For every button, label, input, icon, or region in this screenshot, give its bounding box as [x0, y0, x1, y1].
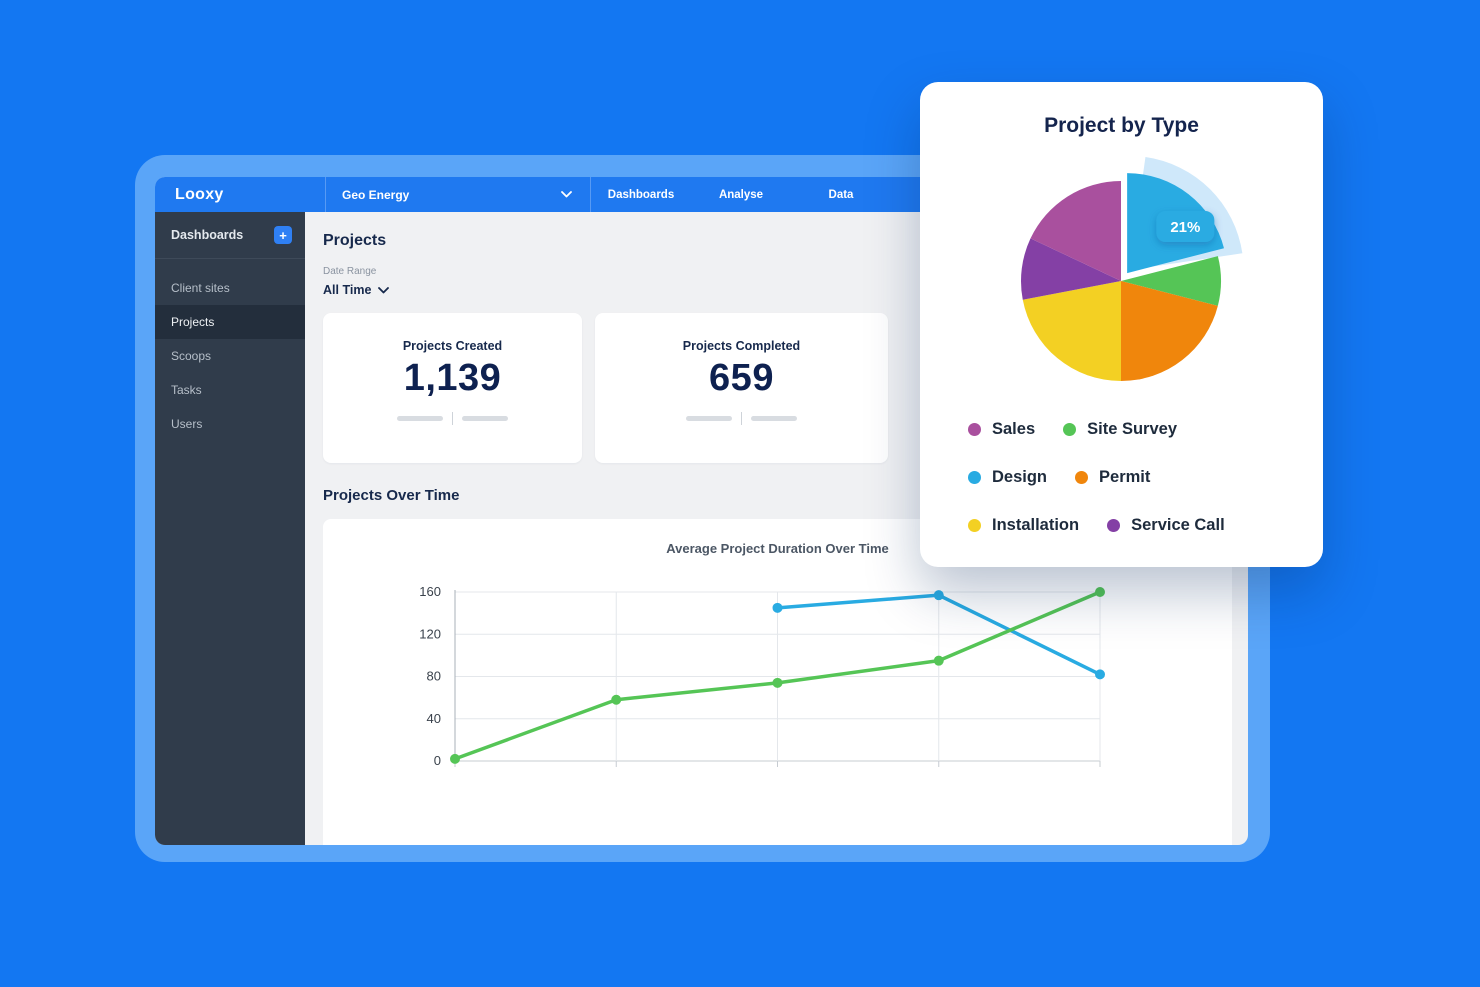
legend-item-sales: Sales — [968, 420, 1035, 439]
line-chart: 0 40 80 120 160 — [323, 564, 1232, 809]
stat-card-projects-created: Projects Created 1,139 — [323, 313, 582, 463]
svg-text:0: 0 — [434, 753, 441, 768]
placeholder-divider — [741, 412, 742, 425]
date-range-value: All Time — [323, 283, 372, 297]
workspace-selector[interactable]: Geo Energy — [325, 177, 591, 212]
svg-text:21%: 21% — [1170, 219, 1200, 236]
add-dashboard-button[interactable]: + — [274, 226, 292, 244]
legend-row: Sales Site Survey — [968, 420, 1225, 439]
legend-label: Sales — [992, 420, 1036, 438]
sidebar: Dashboards + Client sites Projects Scoop… — [155, 212, 305, 845]
sidebar-items: Client sites Projects Scoops Tasks Users — [155, 259, 305, 441]
app-body: Dashboards + Client sites Projects Scoop… — [155, 212, 1248, 845]
date-range-label: Date Range — [323, 266, 377, 277]
sidebar-item-users[interactable]: Users — [171, 417, 203, 431]
sidebar-item-projects[interactable]: Projects — [155, 305, 305, 339]
legend-item-service-call: Service Call — [1107, 516, 1225, 535]
stat-card-label: Projects Created — [402, 339, 503, 353]
section-title: Projects Over Time — [323, 487, 460, 504]
stat-card-value: 659 — [709, 357, 774, 399]
nav-analyse[interactable]: Analyse — [718, 188, 764, 201]
legend-label: Design — [992, 468, 1048, 486]
sidebar-item-client-sites[interactable]: Client sites — [171, 281, 230, 295]
legend-dot — [968, 423, 981, 436]
legend-dot — [1075, 471, 1089, 484]
legend-dot — [968, 471, 981, 484]
legend-dot — [1107, 519, 1121, 532]
placeholder-divider — [452, 412, 453, 425]
pie-legend: Sales Site Survey Design Permit — [968, 420, 1225, 535]
date-range-dropdown[interactable]: All Time — [323, 283, 390, 297]
legend-row: Design Permit — [968, 468, 1225, 487]
pie-chart-title: Project by Type — [1044, 114, 1199, 137]
legend-item-site-survey: Site Survey — [1063, 420, 1177, 439]
placeholder-bars — [397, 412, 508, 425]
placeholder-bar — [397, 416, 443, 421]
sidebar-item-tasks[interactable]: Tasks — [171, 383, 202, 397]
chevron-down-icon — [378, 286, 390, 294]
placeholder-bars — [686, 412, 797, 425]
svg-text:40: 40 — [427, 711, 441, 726]
stat-card-projects-completed: Projects Completed 659 — [595, 313, 888, 463]
legend-label: Permit — [1099, 468, 1151, 486]
legend-item-permit: Permit — [1075, 468, 1150, 487]
stat-cards-row: Projects Created 1,139 Projects Complete… — [323, 313, 1232, 463]
legend-dot — [968, 519, 981, 532]
stat-card-label: Projects Completed — [682, 339, 801, 353]
sidebar-dashboards-label: Dashboards — [171, 228, 244, 242]
legend-item-installation: Installation — [968, 516, 1079, 535]
nav-dashboards[interactable]: Dashboards — [607, 188, 675, 201]
line-chart-card: Average Project Duration Over Time 0 40 80… — [323, 519, 1232, 845]
svg-text:80: 80 — [427, 669, 441, 684]
placeholder-bar — [462, 416, 508, 421]
legend-label: Site Survey — [1087, 420, 1178, 438]
legend-label: Service Call — [1131, 516, 1225, 534]
line-chart-title: Average Project Duration Over Time — [666, 541, 889, 556]
legend-dot — [1063, 423, 1077, 436]
pie-chart: 21% — [976, 151, 1266, 411]
header-nav: Dashboards Analyse Data — [591, 177, 891, 212]
chevron-down-icon — [561, 191, 572, 198]
main-content: Projects Date Range All Time Projects Cr… — [305, 212, 1248, 845]
svg-text:160: 160 — [419, 584, 441, 599]
project-by-type-card: Project by Type 21% Sales Site Survey De… — [920, 82, 1323, 567]
svg-text:120: 120 — [419, 626, 441, 641]
stat-card-value: 1,139 — [403, 357, 502, 399]
nav-data[interactable]: Data — [828, 188, 854, 201]
page-title: Projects — [323, 232, 387, 249]
workspace-selector-label: Geo Energy — [342, 187, 410, 202]
app-logo: Looxy — [175, 185, 224, 203]
legend-label: Installation — [992, 516, 1080, 534]
sidebar-item-scoops[interactable]: Scoops — [171, 349, 212, 363]
placeholder-bar — [751, 416, 797, 421]
legend-item-design: Design — [968, 468, 1047, 487]
placeholder-bar — [686, 416, 732, 421]
legend-row: Installation Service Call — [968, 516, 1225, 535]
sidebar-dashboards-header: Dashboards + — [155, 212, 305, 259]
